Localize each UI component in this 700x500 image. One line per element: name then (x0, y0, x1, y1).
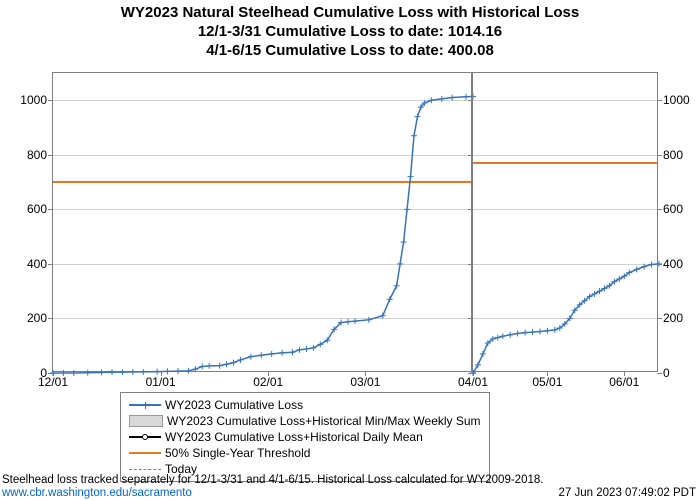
ytick-label: 600 (657, 202, 683, 216)
title-line-3: 4/1-6/15 Cumulative Loss to date: 400.08 (0, 42, 700, 61)
ytick-label: 800 (27, 148, 53, 162)
ytick-label: 800 (657, 148, 683, 162)
chart-title: WY2023 Natural Steelhead Cumulative Loss… (0, 0, 700, 60)
legend-swatch (129, 430, 161, 444)
legend-swatch (129, 415, 163, 427)
ytick-label: 200 (657, 311, 683, 325)
title-line-1: WY2023 Natural Steelhead Cumulative Loss… (0, 4, 700, 23)
ytick-label: 1000 (657, 93, 690, 107)
ytick-label: 600 (27, 202, 53, 216)
left-panel: 0200400600800100012/0101/0102/0103/01 (52, 72, 472, 372)
title-line-2: 12/1-3/31 Cumulative Loss to date: 1014.… (0, 23, 700, 42)
cumulative-loss-series (473, 73, 659, 373)
legend-item: 50% Single-Year Threshold (129, 445, 481, 461)
right-panel: 0200400600800100004/0105/0106/01 (472, 72, 658, 372)
legend-label: WY2023 Cumulative Loss+Historical Min/Ma… (167, 414, 481, 428)
ytick-label: 400 (27, 257, 53, 271)
legend-label: WY2023 Cumulative Loss (165, 398, 303, 412)
ytick-label: 1000 (20, 93, 53, 107)
legend-swatch (129, 446, 161, 460)
legend-item: WY2023 Cumulative Loss+Historical Min/Ma… (129, 413, 481, 429)
cumulative-loss-series (53, 73, 473, 373)
footnote-text: Steelhead loss tracked separately for 12… (2, 474, 543, 486)
legend-label: 50% Single-Year Threshold (165, 446, 310, 460)
ytick-label: 200 (27, 311, 53, 325)
legend-item: WY2023 Cumulative Loss+Historical Daily … (129, 429, 481, 445)
legend-label: WY2023 Cumulative Loss+Historical Daily … (165, 430, 423, 444)
legend-box: WY2023 Cumulative Loss WY2023 Cumulative … (120, 392, 490, 482)
legend-item: WY2023 Cumulative Loss (129, 397, 481, 413)
timestamp-text: 27 Jun 2023 07:49:02 PDT (559, 487, 696, 499)
legend-swatch (129, 398, 161, 412)
source-link[interactable]: www.cbr.washington.edu/sacramento (2, 487, 192, 499)
